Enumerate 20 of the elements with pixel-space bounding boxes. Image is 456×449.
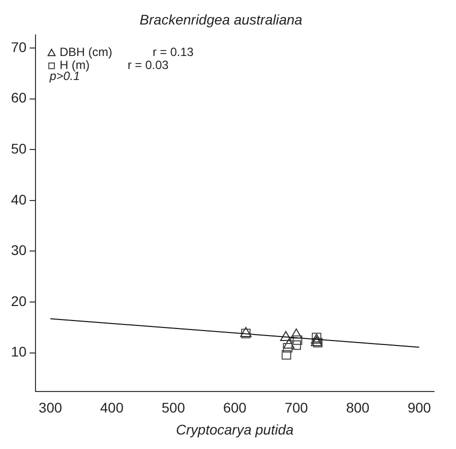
x-tick-label: 900 bbox=[408, 400, 432, 416]
y-tick-label: 60 bbox=[10, 90, 27, 106]
x-tick-label: 800 bbox=[346, 400, 370, 416]
x-tick-label: 500 bbox=[162, 400, 186, 416]
x-axis-title: Cryptocarya putida bbox=[176, 421, 294, 438]
y-tick-label: 20 bbox=[10, 292, 27, 309]
legend-label: DBH (cm) bbox=[60, 45, 112, 60]
x-tick-label: 600 bbox=[223, 400, 247, 416]
y-tick-label: 40 bbox=[10, 191, 27, 208]
x-tick-label: 300 bbox=[38, 400, 62, 416]
y-tick-label: 70 bbox=[10, 38, 27, 55]
x-tick-label: 400 bbox=[100, 400, 124, 416]
y-tick-label: 30 bbox=[10, 242, 27, 258]
annotation: r = 0.13 bbox=[152, 45, 194, 60]
legend-label: H (m) bbox=[60, 58, 90, 72]
y-tick-label: 10 bbox=[10, 344, 27, 360]
chart-title: Brackenridgea australiana bbox=[140, 11, 303, 28]
annotation: r = 0.03 bbox=[128, 58, 169, 72]
y-tick-label: 50 bbox=[10, 140, 27, 156]
x-tick-label: 700 bbox=[284, 400, 308, 416]
